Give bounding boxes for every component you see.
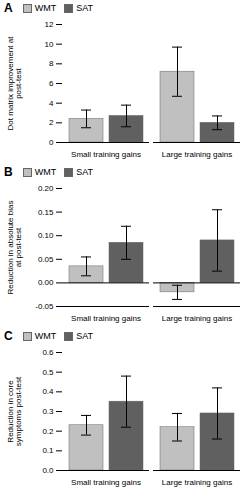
svg-text:Dot matrix improvement atpost-: Dot matrix improvement atpost-test [6,36,23,131]
html-text:WMT: WMT [34,331,57,341]
svg-text:Large training gains: Large training gains [162,478,232,487]
svg-text:0.5: 0.5 [42,368,54,377]
svg-text:-0.05: -0.05 [35,302,54,311]
html-text:C: C [4,329,13,343]
html-text:WMT: WMT [34,3,57,13]
svg-text:12: 12 [45,20,54,29]
html-text:B: B [4,165,13,179]
svg-text:0.0: 0.0 [42,466,54,475]
svg-text:0.4: 0.4 [42,387,54,396]
svg-text:0.00: 0.00 [38,278,54,287]
html-text:SAT: SAT [76,167,93,177]
svg-text:0: 0 [49,138,54,147]
svg-text:8: 8 [49,59,54,68]
svg-text:Small training gains: Small training gains [71,314,141,323]
svg-text:0.20: 0.20 [38,184,54,193]
svg-text:0.15: 0.15 [38,208,54,217]
svg-text:Reduction in absolute biasat p: Reduction in absolute biasat post-test [6,201,23,295]
svg-text:10: 10 [45,40,54,49]
svg-text:0.1: 0.1 [42,446,54,455]
svg-text:4: 4 [49,99,54,108]
html-text:WMT: WMT [34,167,57,177]
svg-text:2: 2 [49,118,54,127]
html-text:A: A [4,1,13,15]
svg-text:Large training gains: Large training gains [162,314,232,323]
svg-text:0.6: 0.6 [42,348,54,357]
html-text:SAT: SAT [76,3,93,13]
svg-text:0.2: 0.2 [42,427,54,436]
svg-text:Large training gains: Large training gains [162,150,232,159]
svg-text:0.3: 0.3 [42,407,54,416]
svg-text:6: 6 [49,79,54,88]
svg-text:0.10: 0.10 [38,231,54,240]
html-text:SAT: SAT [76,331,93,341]
svg-text:Reduction in coresymptoms post: Reduction in coresymptoms post-test [6,376,23,446]
svg-text:Small training gains: Small training gains [71,150,141,159]
svg-text:0.05: 0.05 [38,255,54,264]
svg-text:Small training gains: Small training gains [71,478,141,487]
